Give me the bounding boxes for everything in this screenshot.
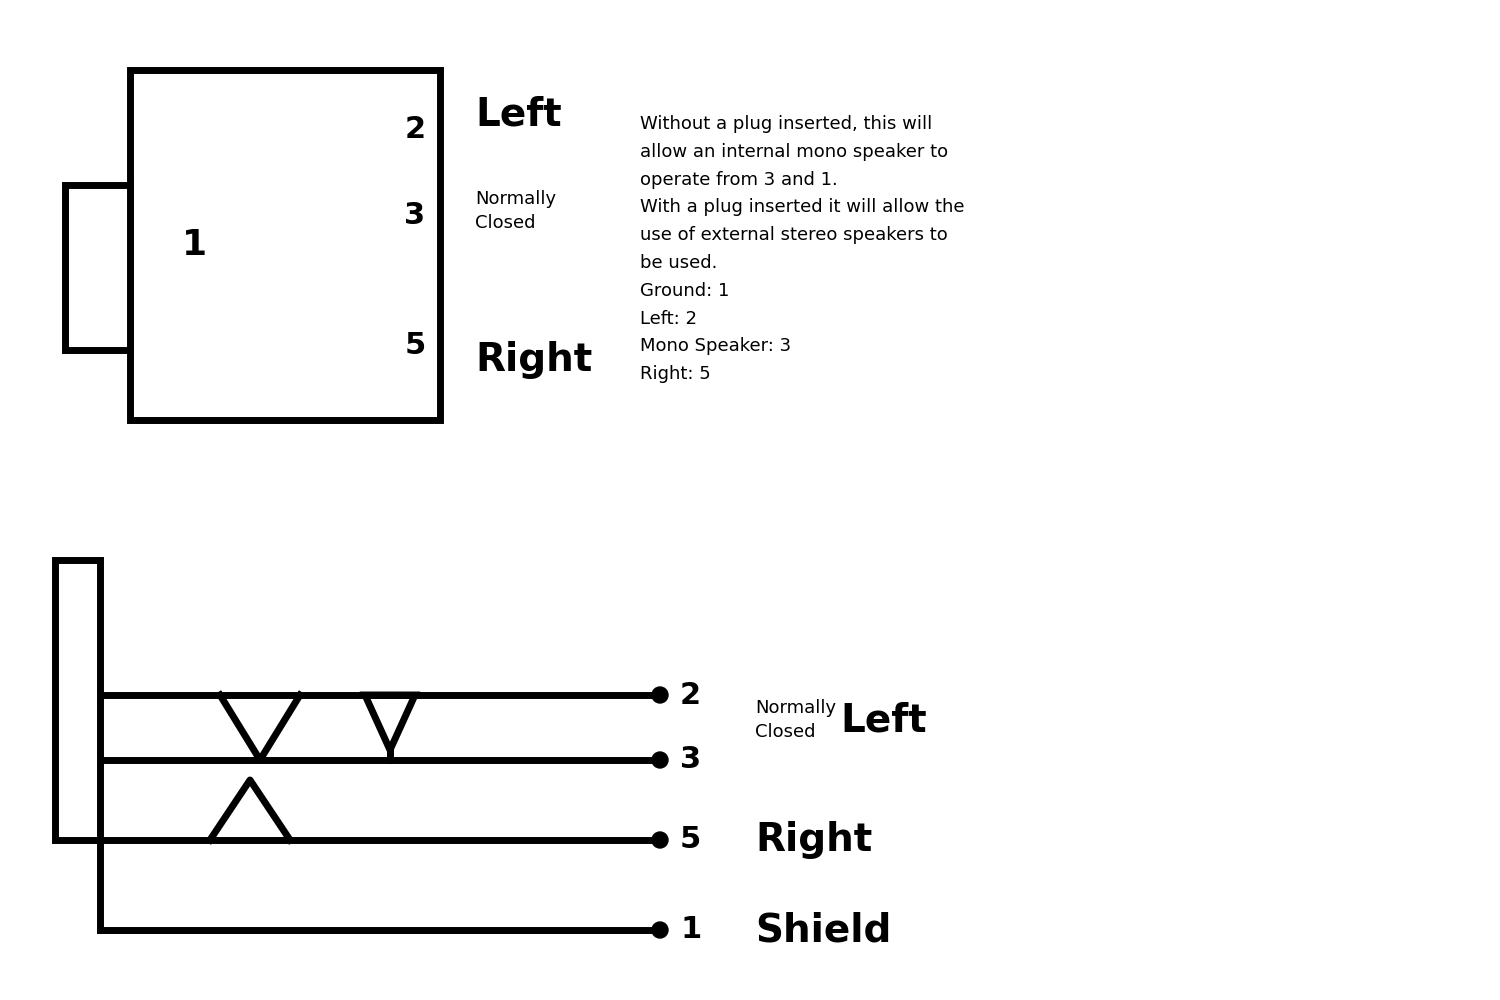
Text: Right: Right <box>476 341 592 379</box>
Text: Left: Left <box>840 701 927 739</box>
Text: Normally
Closed: Normally Closed <box>476 190 556 232</box>
Text: 1: 1 <box>183 228 207 262</box>
Text: 5: 5 <box>680 826 700 854</box>
Bar <box>130 70 440 420</box>
Text: Shield: Shield <box>754 911 891 949</box>
Circle shape <box>652 687 668 703</box>
Circle shape <box>652 922 668 938</box>
Text: Left: Left <box>476 96 561 134</box>
Text: 3: 3 <box>680 746 700 774</box>
Text: 1: 1 <box>680 916 700 944</box>
Text: 3: 3 <box>405 200 426 230</box>
Text: 2: 2 <box>405 115 426 144</box>
Bar <box>56 560 100 840</box>
Circle shape <box>652 832 668 848</box>
Text: Without a plug inserted, this will
allow an internal mono speaker to
operate fro: Without a plug inserted, this will allow… <box>640 115 964 383</box>
Text: 5: 5 <box>405 330 426 360</box>
Text: 2: 2 <box>680 680 700 710</box>
Circle shape <box>652 752 668 768</box>
Text: Normally
Closed: Normally Closed <box>754 699 836 741</box>
Bar <box>64 185 130 350</box>
Text: Right: Right <box>754 821 873 859</box>
